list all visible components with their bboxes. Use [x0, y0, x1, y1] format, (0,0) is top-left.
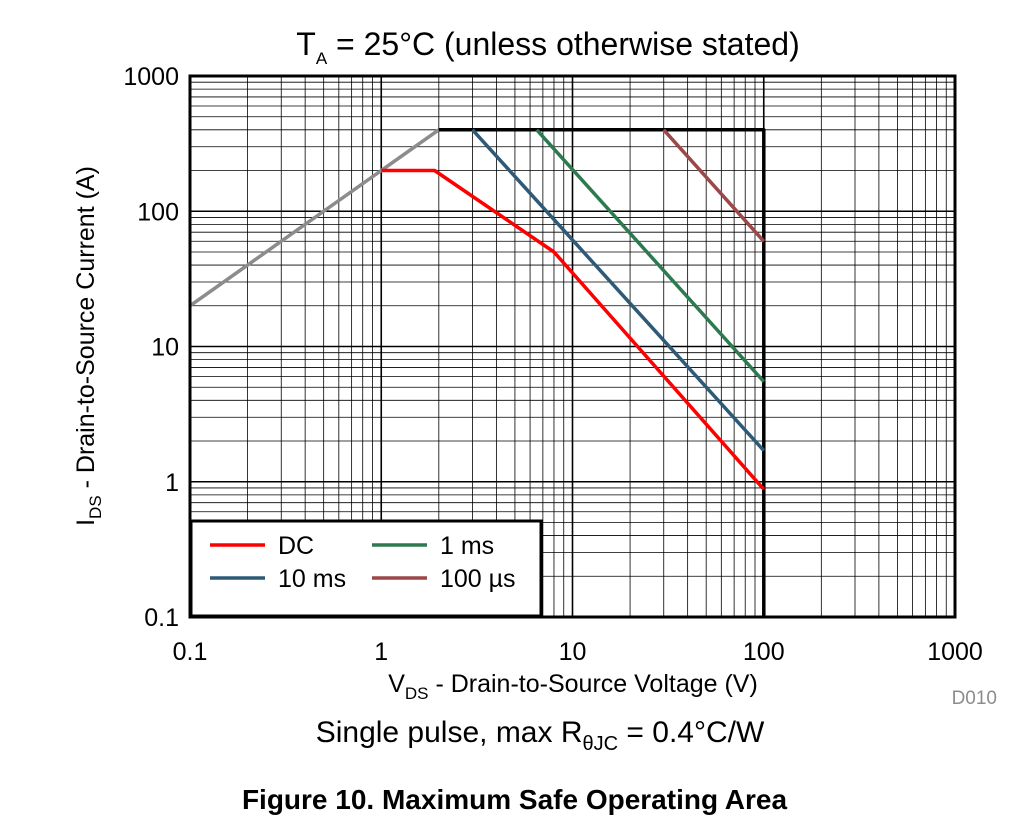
series-line-10-ms	[471, 128, 766, 452]
chart-title: TA = 25°C (unless otherwise stated)	[296, 26, 799, 68]
figure-title: Figure 10. Maximum Safe Operating Area	[241, 784, 788, 815]
chart-caption: Single pulse, max RθJC = 0.4°C/W	[316, 716, 765, 755]
series-line-rds-on-limit	[188, 128, 440, 308]
y-tick-label: 100	[137, 198, 179, 226]
plot-frame	[188, 74, 957, 619]
x-tick-label: 0.1	[173, 638, 208, 666]
legend-label: 100 µs	[440, 565, 516, 593]
legend: DC 10 ms 1 ms 100 µs	[189, 519, 543, 618]
series-line-dc	[381, 168, 766, 491]
x-axis-label: VDS - Drain-to-Source Voltage (V)	[388, 670, 758, 703]
x-tick-label: 1000	[927, 638, 983, 666]
series-layer	[188, 128, 766, 617]
x-tick-label: 10	[559, 638, 587, 666]
x-tick-label: 1	[374, 638, 388, 666]
series-line-package-limit	[438, 128, 766, 617]
legend-label: DC	[278, 532, 314, 560]
y-tick-label: 1000	[123, 63, 179, 91]
legend-label: 10 ms	[278, 565, 346, 593]
figure-id: D010	[952, 688, 997, 709]
y-tick-label: 10	[151, 334, 179, 362]
tick-labels: 0.1 1 10 100 1000 0.1 1 10 100 1000	[123, 63, 982, 666]
series-line-100-s	[662, 128, 766, 243]
y-tick-label: 0.1	[144, 604, 179, 632]
legend-label: 1 ms	[440, 532, 494, 560]
soa-chart: DC 10 ms 1 ms 100 µs 0.1 1 10 100 1000 0.1 1 10 100…	[72, 26, 997, 755]
x-tick-label: 100	[743, 638, 785, 666]
series-line-1-ms	[535, 128, 766, 383]
y-tick-label: 1	[165, 469, 179, 497]
legend-box	[189, 519, 543, 618]
y-axis-label: IDS - Drain-to-Source Current (A)	[72, 166, 105, 526]
